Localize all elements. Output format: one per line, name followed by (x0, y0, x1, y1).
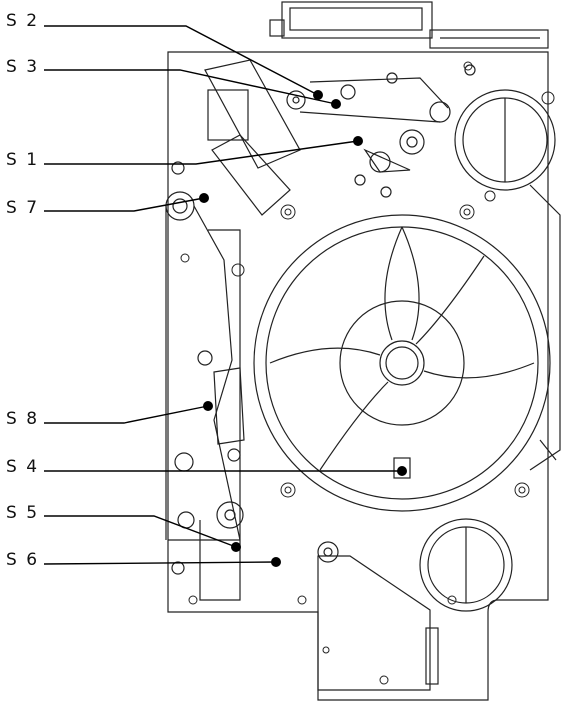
leader-s5 (44, 515, 237, 548)
leader-lines (43, 25, 402, 565)
lower-cover (317, 541, 439, 691)
label-s2: S 2 (6, 11, 40, 31)
label-s5: S 5 (6, 503, 40, 523)
right-rail-upper (529, 184, 561, 471)
marker-s3 (331, 99, 341, 109)
marker-s8 (203, 401, 213, 411)
marker-s5 (231, 542, 241, 552)
motor-block (204, 59, 301, 216)
label-s3: S 3 (6, 57, 40, 77)
reel (253, 214, 551, 512)
leader-s1 (44, 140, 359, 165)
leader-s2 (44, 25, 319, 96)
marker-s4 (397, 466, 407, 476)
leader-s8 (44, 405, 209, 424)
upper-right-drum (454, 89, 556, 191)
marker-s7 (199, 193, 209, 203)
left-sub-plate (199, 229, 241, 601)
screws (180, 61, 555, 685)
right-rail-lower (539, 439, 557, 461)
leader-s7 (44, 197, 205, 212)
marker-s1 (353, 136, 363, 146)
marker-s2 (313, 90, 323, 100)
left-belt (165, 161, 244, 575)
label-s7: S 7 (6, 198, 40, 218)
label-s1: S 1 (6, 150, 40, 170)
lower-right-drum (419, 518, 513, 612)
label-s6: S 6 (6, 550, 40, 570)
leader-s3 (44, 69, 337, 105)
leader-s6 (43, 561, 277, 565)
swing-arm (213, 367, 245, 445)
sensor-s4-box (393, 457, 411, 479)
label-s4: S 4 (6, 457, 40, 477)
top-connector (269, 1, 549, 49)
marker-s6 (271, 557, 281, 567)
label-s8: S 8 (6, 409, 40, 429)
sensor-markers (199, 90, 407, 567)
upper-pulleys (286, 64, 476, 198)
